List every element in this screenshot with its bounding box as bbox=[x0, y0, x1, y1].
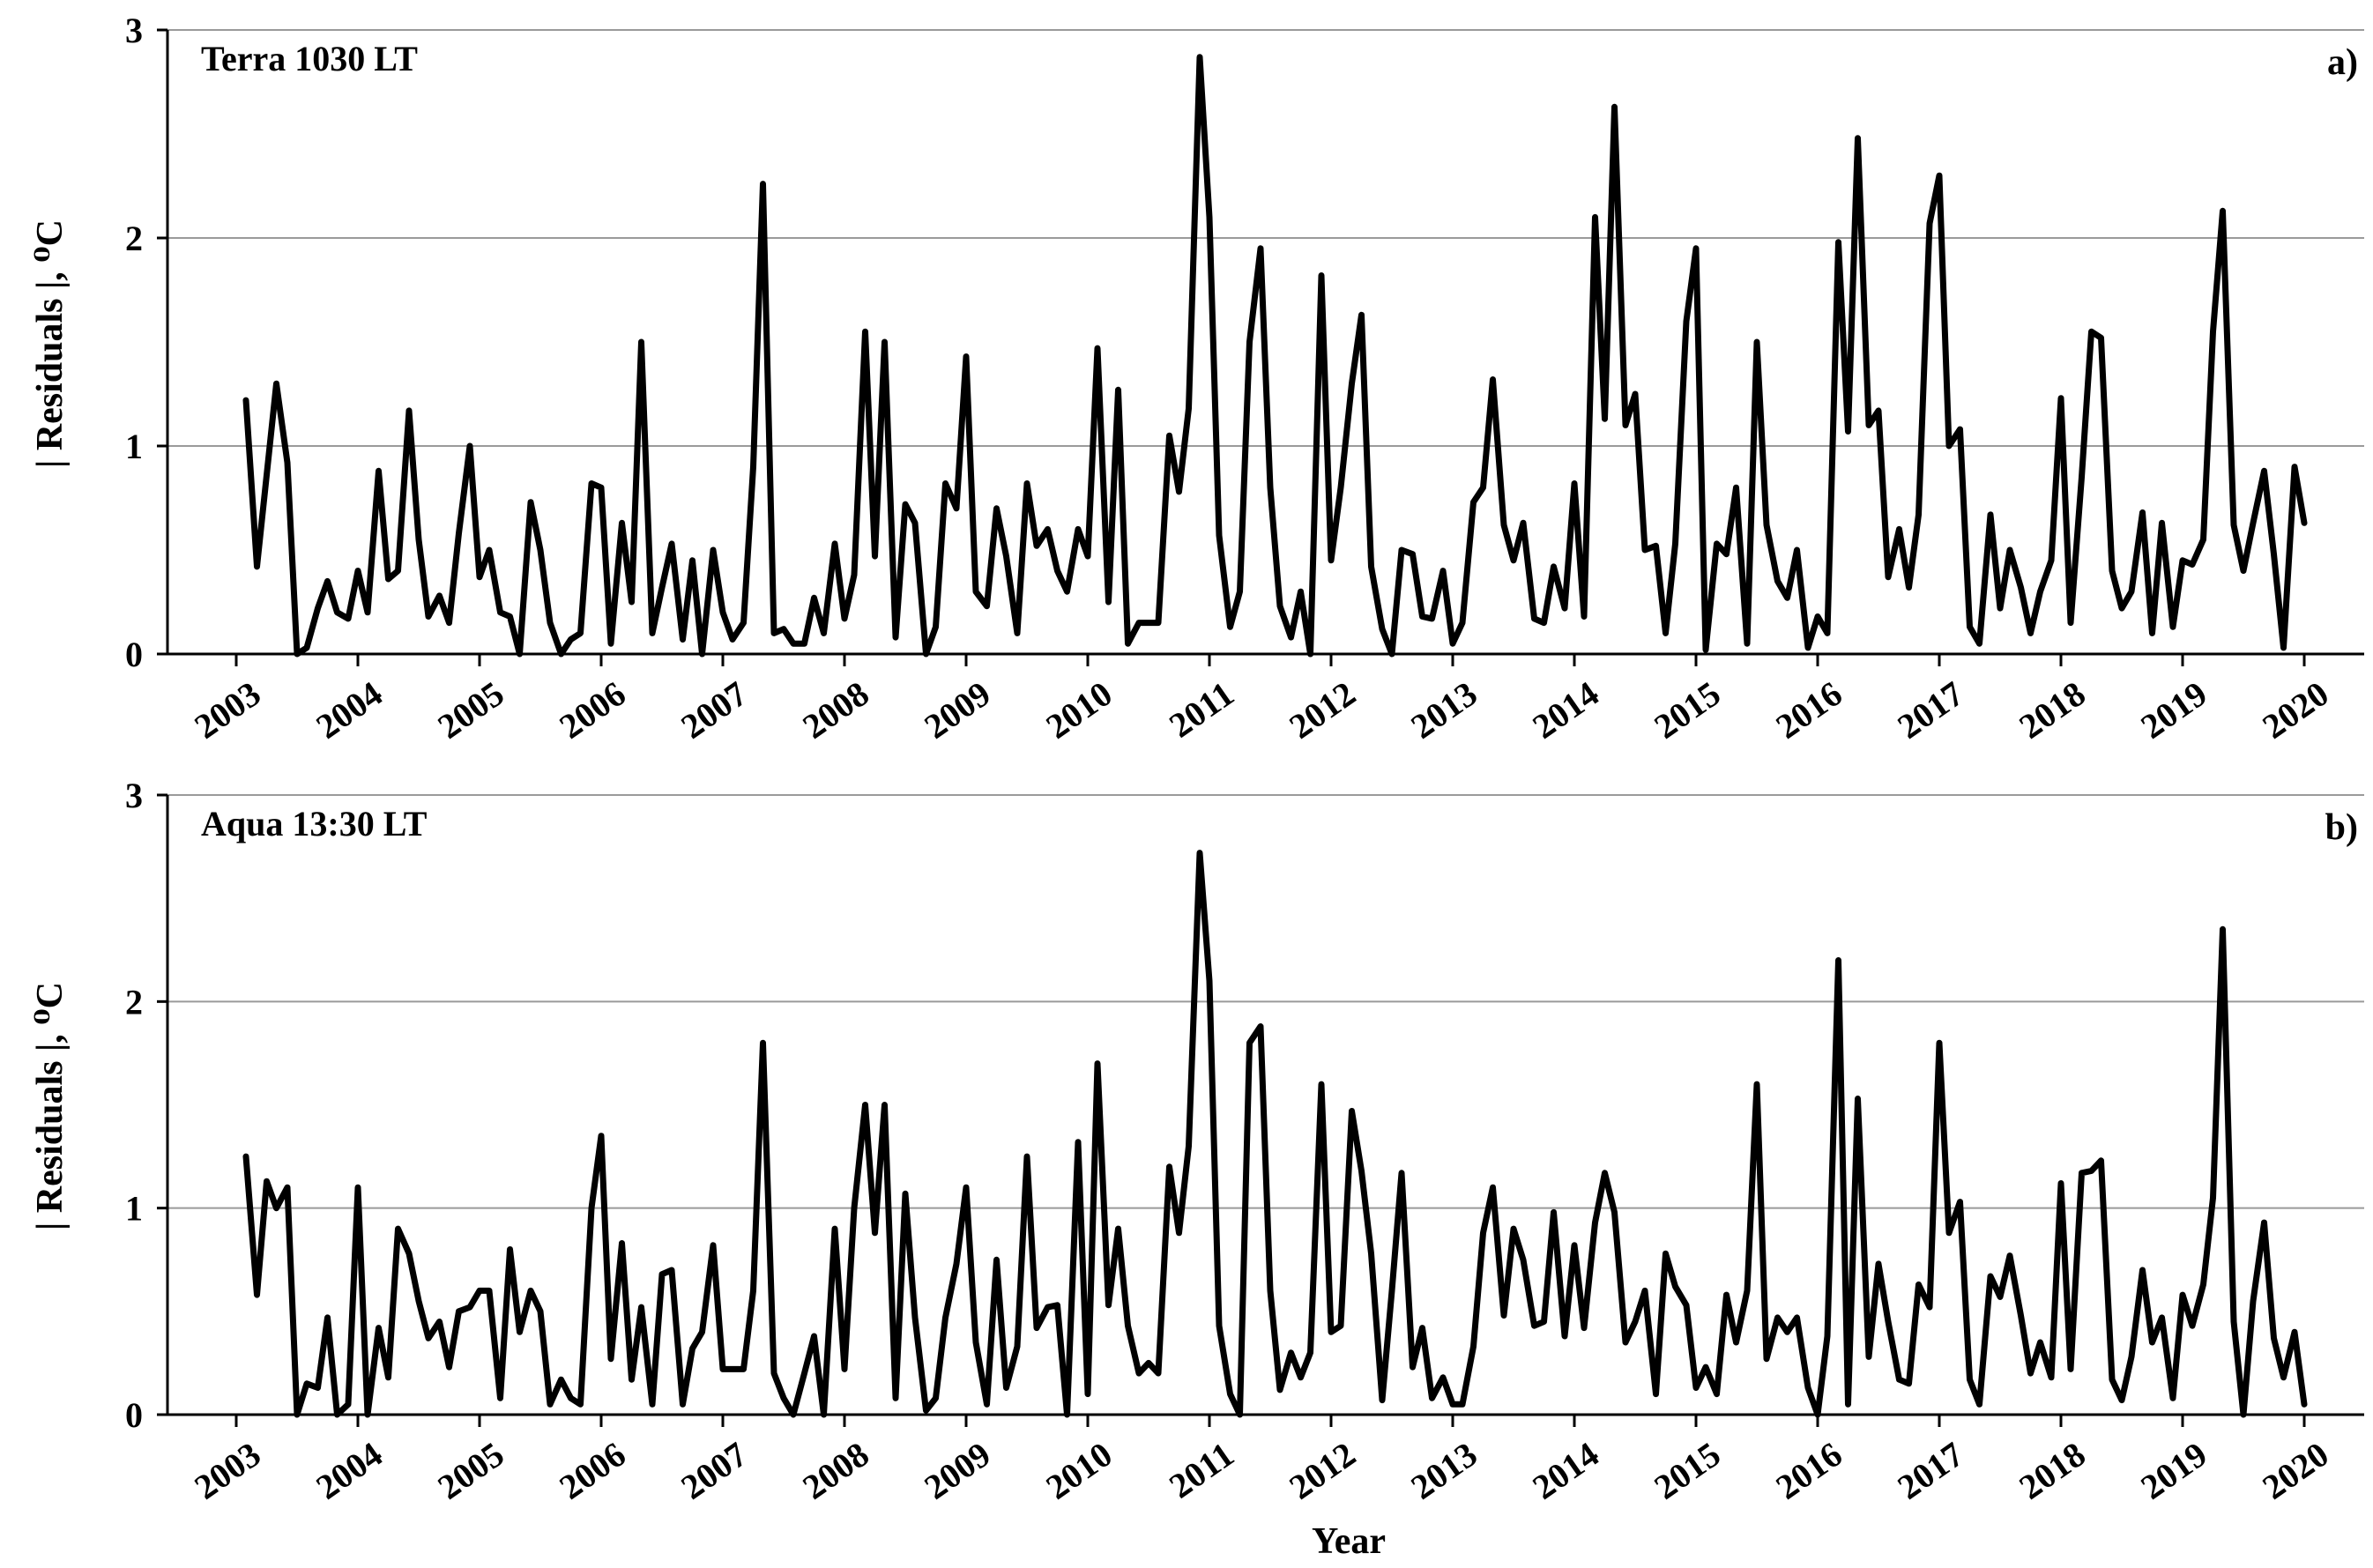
panel-b-y-tick-label: 1 bbox=[125, 1189, 143, 1229]
panel-b-letter: b) bbox=[2325, 807, 2358, 848]
panel-a-x-tick-label: 2015 bbox=[1647, 673, 1727, 747]
panel-b-x-tick-label: 2014 bbox=[1525, 1434, 1605, 1507]
panel-a-x-tick-label: 2008 bbox=[795, 673, 875, 747]
panel-a-x-tick-label: 2011 bbox=[1162, 673, 1241, 745]
panel-a-x-tick-label: 2007 bbox=[673, 673, 754, 747]
panel-b-label: Aqua 13:30 LT bbox=[201, 804, 428, 843]
panel-a-x-tick-label: 2012 bbox=[1282, 673, 1362, 747]
panel-b-x-tick-label: 2012 bbox=[1282, 1434, 1362, 1507]
panel-a-x-tick-label: 2018 bbox=[2012, 673, 2092, 747]
panel-a-x-tick-label: 2003 bbox=[187, 673, 267, 747]
panel-b-x-tick-label: 2019 bbox=[2133, 1434, 2213, 1507]
panel-b-x-tick-label: 2018 bbox=[2012, 1434, 2092, 1507]
panel-a-x-tick-label: 2004 bbox=[309, 673, 389, 747]
panel-b-x-tick-label: 2013 bbox=[1403, 1434, 1484, 1507]
panel-a-x-tick-label: 2020 bbox=[2255, 673, 2335, 747]
panel-a-x-tick-label: 2019 bbox=[2133, 673, 2213, 747]
panel-a-x-tick-label: 2005 bbox=[430, 673, 510, 747]
panel-b-plot-area: 0 1 2 3 2003 2004 2005 2006 2007 2008 2009 2010 2011… bbox=[125, 776, 2364, 1507]
panel-a: 0 1 2 3 2003 2004 2005 2006 2007 2008 2009 2010 2011… bbox=[30, 11, 2364, 747]
panel-a-plot-area: 0 1 2 3 2003 2004 2005 2006 2007 2008 2009 2010 2011… bbox=[125, 11, 2364, 747]
panel-b-y-axis-title: | Residuals |, ⁰C bbox=[30, 982, 71, 1230]
panel-b-x-tick-label: 2015 bbox=[1647, 1434, 1727, 1507]
panel-b-x-tick-label: 2006 bbox=[552, 1434, 632, 1507]
panel-b-x-tick-label: 2003 bbox=[187, 1434, 267, 1507]
panel-b-x-tick-label: 2010 bbox=[1038, 1434, 1119, 1507]
panel-b-x-tick-label: 2004 bbox=[309, 1434, 389, 1507]
panel-b-x-tick-label: 2008 bbox=[795, 1434, 875, 1507]
panel-a-y-tick-label: 1 bbox=[125, 427, 143, 466]
panel-a-y-tick-label: 0 bbox=[125, 635, 143, 674]
x-axis-title: Year bbox=[1312, 1521, 1386, 1562]
panel-b-x-tick-label: 2005 bbox=[430, 1434, 510, 1507]
panel-a-series-line bbox=[242, 54, 2308, 658]
panel-a-y-axis-title: | Residuals |, ⁰C bbox=[30, 219, 71, 468]
panel-a-label: Terra 1030 LT bbox=[201, 39, 418, 78]
panel-b-x-tick-label: 2017 bbox=[1890, 1434, 1970, 1507]
panel-b-y-tick-label: 3 bbox=[125, 776, 143, 815]
panel-b-x-tick-label: 2020 bbox=[2255, 1434, 2335, 1507]
panel-b-y-tick-label: 2 bbox=[125, 982, 143, 1022]
panel-a-x-tick-label: 2013 bbox=[1403, 673, 1484, 747]
panel-a-y-tick-label: 3 bbox=[125, 11, 143, 50]
panel-a-x-tick-label: 2006 bbox=[552, 673, 632, 747]
panel-a-x-tick-label: 2014 bbox=[1525, 673, 1605, 747]
panel-a-x-tick-label: 2009 bbox=[917, 673, 997, 747]
panel-b-y-tick-label: 0 bbox=[125, 1395, 143, 1435]
panel-a-y-tick-label: 2 bbox=[125, 219, 143, 258]
panel-a-letter: a) bbox=[2327, 42, 2358, 83]
panel-b-x-tick-label: 2007 bbox=[673, 1434, 754, 1507]
panel-b-x-tick-label: 2011 bbox=[1162, 1434, 1241, 1505]
panel-b: 0 1 2 3 2003 2004 2005 2006 2007 2008 2009 2010 2011… bbox=[30, 776, 2364, 1507]
panel-b-x-tick-label: 2016 bbox=[1768, 1434, 1849, 1507]
panel-b-x-tick-label: 2009 bbox=[917, 1434, 997, 1507]
panel-a-x-tick-label: 2017 bbox=[1890, 673, 1970, 747]
panel-b-series-line bbox=[242, 850, 2308, 1418]
panel-a-x-tick-label: 2010 bbox=[1038, 673, 1119, 747]
panel-a-x-tick-label: 2016 bbox=[1768, 673, 1849, 747]
